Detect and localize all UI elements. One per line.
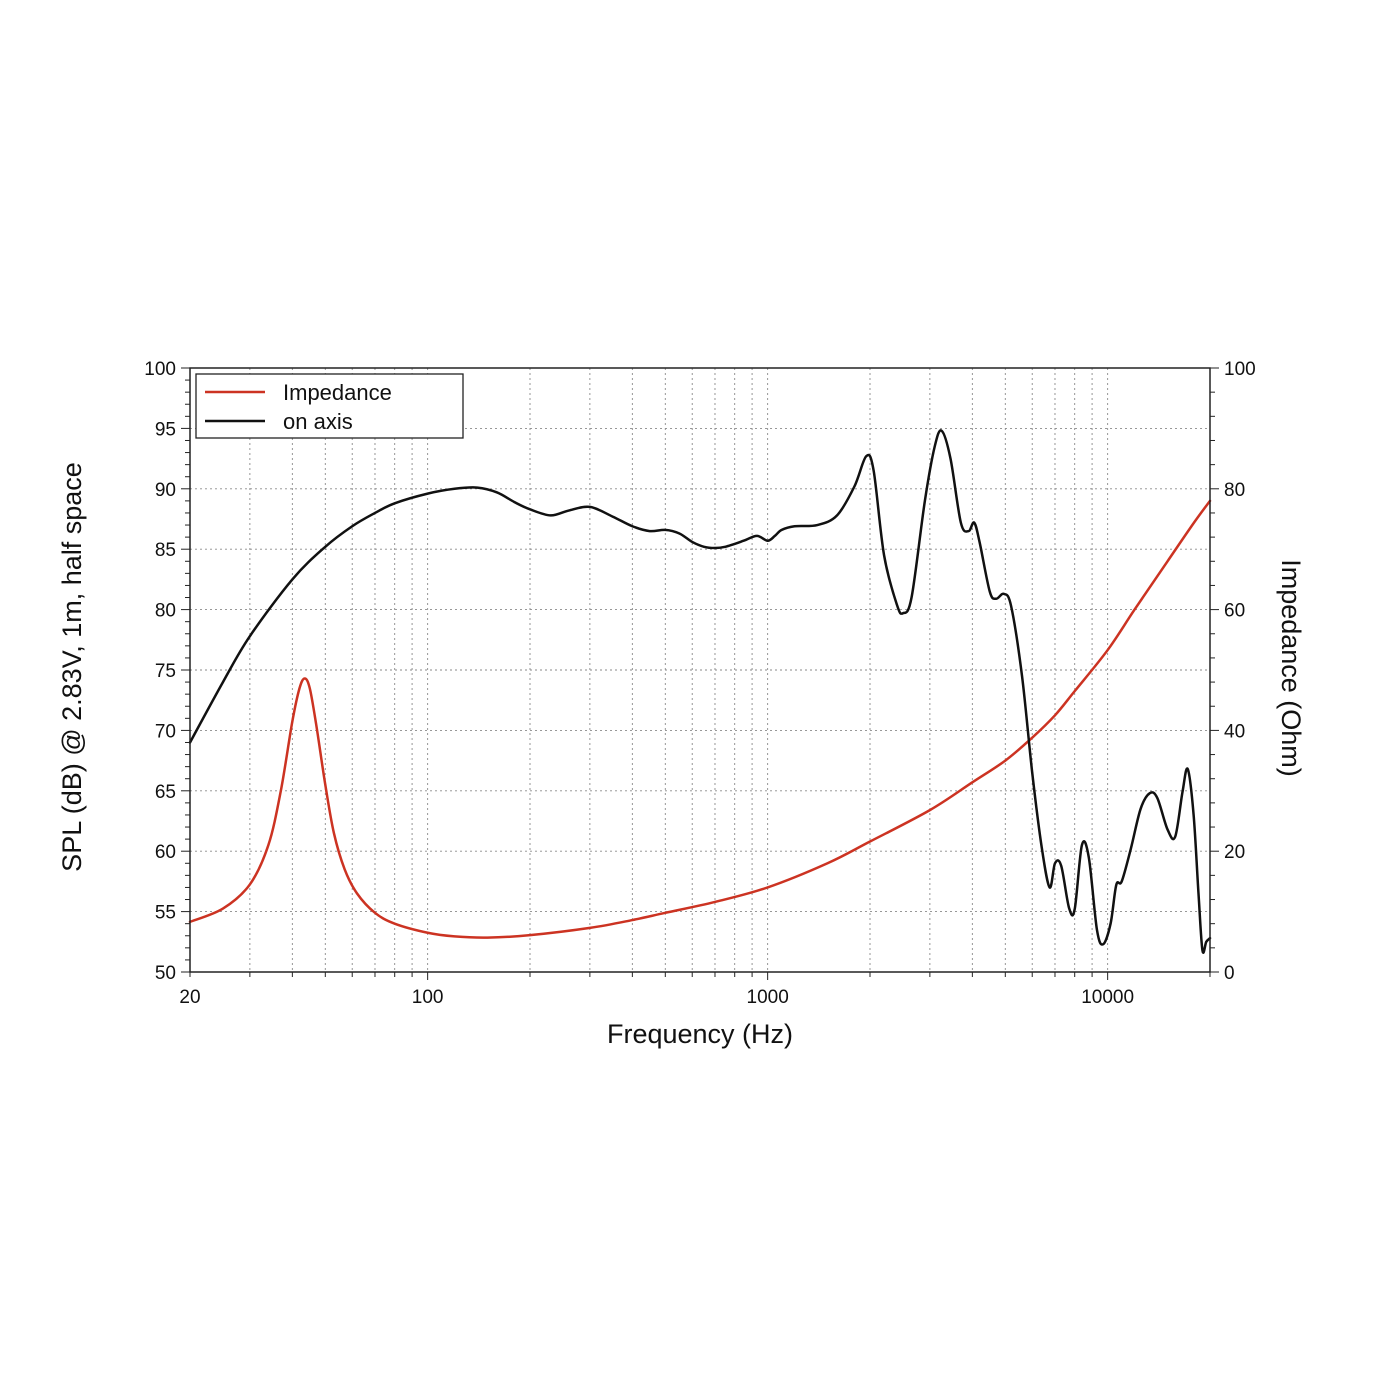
y2-tick-label: 60 (1224, 601, 1245, 622)
y2-tick-label: 40 (1224, 721, 1245, 742)
y-tick-label: 90 (155, 480, 176, 501)
axis-ticks: 100 95 90 85 80 75 70 65 60 55 50 100 80 60 40 20 0 20 100… (144, 359, 1255, 1008)
x-tick-label: 10000 (1081, 987, 1134, 1008)
legend-label-impedance: Impedance (283, 380, 392, 405)
x-axis-title: Frequency (Hz) (607, 1019, 793, 1049)
x-tick-label: 100 (412, 987, 444, 1008)
y-tick-label: 75 (155, 661, 176, 682)
y2-tick-label: 80 (1224, 480, 1245, 501)
x-tick-label: 20 (179, 987, 200, 1008)
y-tick-label: 70 (155, 721, 176, 742)
y-tick-label: 80 (155, 601, 176, 622)
y-tick-label: 85 (155, 540, 176, 561)
legend: Impedance on axis (195, 373, 464, 439)
y-axis-title: SPL (dB) @ 2.83V, 1m, half space (57, 462, 87, 872)
y2-axis-title: Impedance (Ohm) (1276, 559, 1306, 777)
y-tick-label: 50 (155, 963, 176, 984)
y2-tick-label: 20 (1224, 842, 1245, 863)
y2-tick-label: 0 (1224, 963, 1235, 984)
series-layer (188, 429, 1212, 954)
y-tick-label: 55 (155, 903, 176, 924)
y-tick-label: 60 (155, 842, 176, 863)
x-tick-label: 1000 (747, 987, 789, 1008)
legend-box (195, 373, 464, 439)
y-tick-label: 95 (155, 419, 176, 440)
series-line-on-axis (188, 429, 1212, 954)
legend-label-on-axis: on axis (283, 409, 353, 434)
series-line-impedance (188, 499, 1212, 939)
y2-tick-label: 100 (1224, 359, 1256, 380)
y-tick-label: 65 (155, 782, 176, 803)
y-tick-label: 100 (144, 359, 176, 380)
